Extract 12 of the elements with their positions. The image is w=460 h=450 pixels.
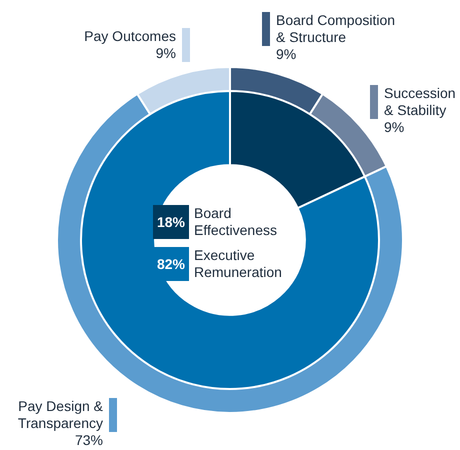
slice-label: Board Composition & Structure [276, 12, 396, 46]
data-label: 82% [153, 247, 189, 281]
slice-label: Pay Design & Transparency [16, 398, 103, 432]
slice-label: Executive Remuneration [194, 247, 283, 281]
data-label: 73% [74, 432, 103, 449]
data-label: 9% [384, 119, 406, 136]
data-label: 18% [153, 205, 189, 239]
slice-label: Board Effectiveness [194, 205, 278, 239]
data-label: 9% [154, 45, 176, 62]
slice-label: Pay Outcomes [84, 28, 176, 45]
data-label: 9% [276, 46, 298, 63]
slice-label: Succession & Stability [384, 85, 457, 119]
